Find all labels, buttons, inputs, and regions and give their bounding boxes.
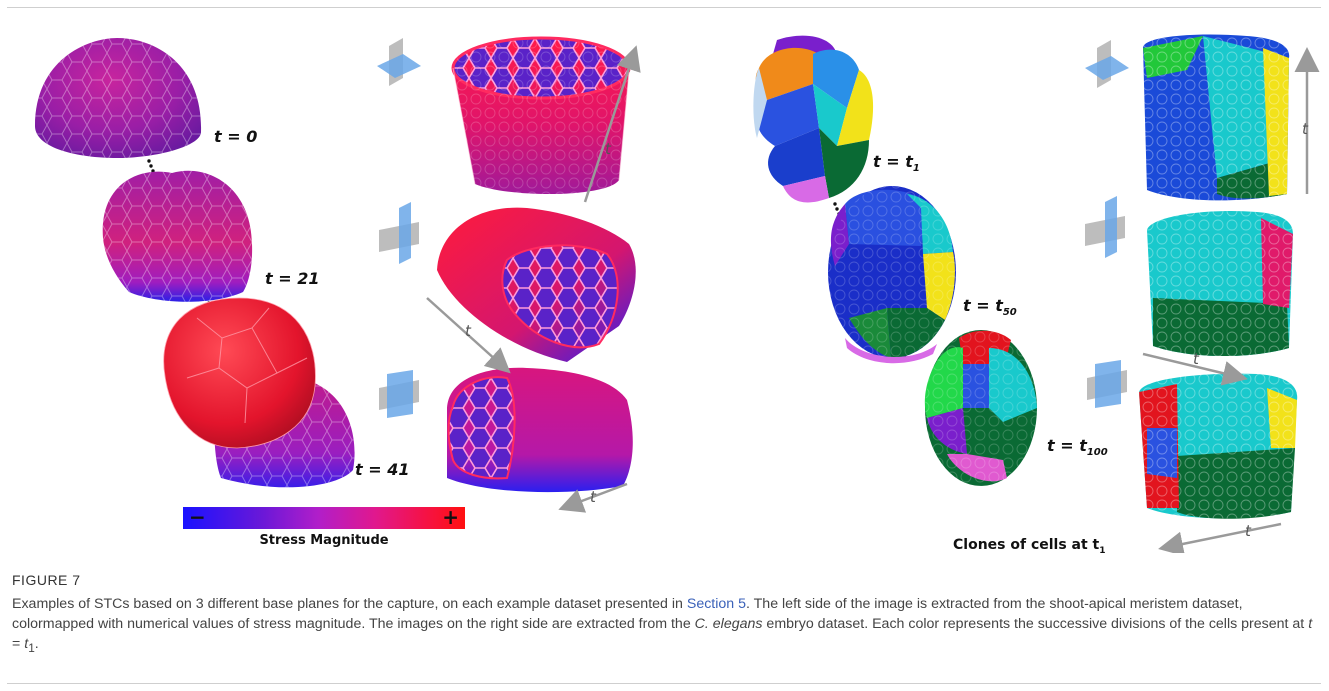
stc-block-frontal — [447, 367, 633, 493]
axis-label-t: t — [590, 488, 596, 506]
plane-icon-frontal-right — [1087, 360, 1127, 408]
plane-icon-vertical — [379, 202, 419, 264]
time-label-t100: t = t100 — [1047, 436, 1108, 459]
colorbar-minus: − — [189, 505, 206, 529]
time-label-t1: t = t1 — [873, 152, 920, 175]
colorbar-gradient: − + — [183, 505, 465, 529]
meristem-dome-t21 — [102, 170, 253, 302]
figure-caption: FIGURE 7 Examples of STCs based on 3 dif… — [12, 572, 1317, 658]
time-arrow — [426, 45, 641, 513]
axis-label-t: t — [605, 140, 611, 158]
time-label-t41: t = 41 — [355, 460, 410, 479]
time-label-t21: t = 21 — [265, 269, 320, 288]
species-name: C. elegans — [694, 616, 763, 632]
axis-label-t-right: t — [1245, 522, 1251, 540]
time-label-t50: t = t50 — [963, 296, 1017, 319]
plane-icon-vertical-right — [1085, 196, 1125, 258]
axis-label-t: t — [465, 322, 471, 340]
clones-label: Clones of cells at t1 — [953, 537, 1106, 556]
plane-icon-horizontal-right — [1085, 40, 1129, 88]
colorbar-plus: + — [442, 505, 459, 529]
plane-icon-horizontal — [377, 38, 421, 86]
stc-block-vertical — [437, 207, 636, 362]
axis-label-t-right: t — [1193, 350, 1199, 368]
stc-block-horizontal-right — [1143, 34, 1290, 201]
time-arrow-right — [1142, 47, 1320, 553]
caption-text: Examples of STCs based on 3 different ba… — [12, 596, 1313, 655]
section-link[interactable]: Section 5 — [686, 596, 747, 612]
stress-colorbar: − + Stress Magnitude — [183, 505, 465, 548]
meristem-dome-t41 — [163, 297, 355, 488]
stc-block-frontal-right — [1139, 373, 1298, 519]
meristem-dome-t0 — [35, 38, 202, 158]
plane-icon-frontal — [379, 370, 419, 418]
figure-panel: t = 0 t = 21 t = 41 t t t − + Stress Mag… — [7, 7, 1321, 556]
figure-number: FIGURE 7 — [12, 572, 81, 588]
bottom-rule — [7, 683, 1321, 684]
time-label-t0: t = 0 — [214, 127, 258, 146]
figure-illustration — [35, 34, 1320, 553]
stc-block-vertical-right — [1147, 210, 1293, 357]
stc-block-horizontal — [451, 36, 631, 195]
embryo-t100 — [924, 330, 1037, 486]
embryo-t50 — [828, 186, 956, 364]
colorbar-title: Stress Magnitude — [259, 533, 389, 548]
embryo-t1 — [753, 35, 874, 203]
axis-label-t-right: t — [1302, 120, 1308, 138]
